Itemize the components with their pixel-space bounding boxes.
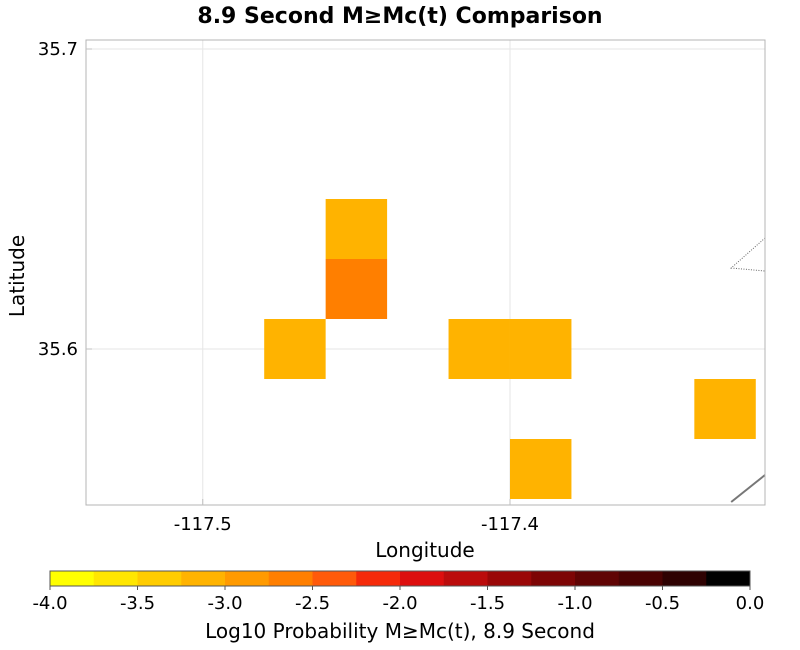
colorbar-tick-label: -1.0 (557, 593, 592, 614)
grid-lines (86, 40, 765, 505)
y-axis-label: Latitude (5, 235, 29, 317)
heatmap-cell (448, 319, 510, 379)
heatmap-cell (325, 259, 388, 319)
colorbar-segment (225, 571, 270, 586)
colorbar-segment (443, 571, 488, 586)
colorbar-tick-label: -1.5 (470, 593, 505, 614)
y-tick-label: 35.6 (38, 339, 78, 360)
colorbar-segment (400, 571, 445, 586)
heatmap-cell (264, 319, 326, 379)
colorbar-segment (662, 571, 707, 586)
colorbar-segment (487, 571, 532, 586)
chart-title: 8.9 Second M≥Mc(t) Comparison (197, 4, 602, 29)
colorbar-segment (137, 571, 182, 586)
heatmap-cell (694, 379, 756, 439)
colorbar-segment (575, 571, 620, 586)
colorbar-segment (618, 571, 663, 586)
colorbar-tick-label: 0.0 (736, 593, 765, 614)
plot-frame (85, 39, 766, 506)
colorbar-segment (706, 571, 751, 586)
x-tick-label: -117.5 (174, 514, 232, 535)
colorbar: -4.0 -3.5 -3.0 -2.5 -2.0 -1.5 -1.0 -0.5 0.0 (32, 570, 765, 614)
y-axis-ticks: 35.6 35.7 (38, 39, 92, 360)
x-tick-label: -117.4 (481, 514, 539, 535)
colorbar-tick-label: -2.0 (382, 593, 417, 614)
y-tick-label: 35.7 (38, 39, 78, 60)
colorbar-segment (181, 571, 226, 586)
colorbar-segment (268, 571, 313, 586)
fault-line (730, 237, 766, 272)
colorbar-tick-label: -3.5 (120, 593, 155, 614)
colorbar-segment (93, 571, 138, 586)
heatmap-cell (325, 199, 388, 259)
colorbar-segment (312, 571, 357, 586)
x-axis-ticks: -117.5 -117.4 (174, 499, 539, 535)
fault-lines (730, 237, 766, 503)
colorbar-segment (50, 571, 95, 586)
colorbar-label: Log10 Probability M≥Mc(t), 8.9 Second (205, 619, 595, 643)
x-axis-label: Longitude (375, 538, 474, 562)
heatmap-cell (509, 319, 572, 379)
colorbar-segment (356, 571, 401, 586)
colorbar-tick-label: -4.0 (32, 593, 67, 614)
fault-line (730, 474, 766, 503)
colorbar-tick-label: -0.5 (645, 593, 680, 614)
colorbar-tick-label: -3.0 (207, 593, 242, 614)
colorbar-segment (531, 571, 576, 586)
heatmap-cells (264, 199, 756, 499)
colorbar-tick-label: -2.5 (295, 593, 330, 614)
heatmap-cell (509, 439, 572, 499)
